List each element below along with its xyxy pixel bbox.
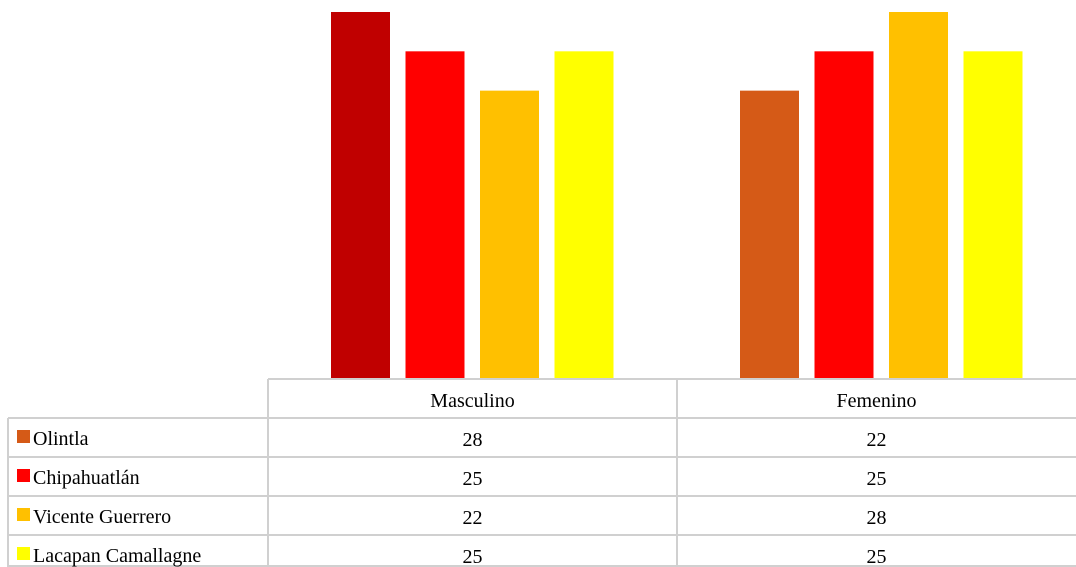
tick-label-masculino: Masculino xyxy=(430,390,514,412)
bars-group xyxy=(331,12,1023,380)
bar-olintla-femenino xyxy=(740,90,799,380)
legend-label-lacapan-camallagne: Lacapan Camallagne xyxy=(33,545,201,567)
data-label-chipahuatln-masculino: 25 xyxy=(463,468,483,490)
legend-key-vicente-guerrero xyxy=(17,508,30,521)
legend-key-olintla xyxy=(17,430,30,443)
bar-lacapan-camallagne-femenino xyxy=(963,51,1023,379)
legend-key-lacapan-camallagne xyxy=(17,547,30,560)
data-label-vicente-guerrero-femenino: 28 xyxy=(867,507,887,529)
bar-olintla-masculino xyxy=(331,12,390,379)
legend-key-chipahuatln xyxy=(17,469,30,482)
data-label-chipahuatln-femenino: 25 xyxy=(867,468,887,490)
bar-lacapan-camallagne-masculino xyxy=(554,51,614,379)
legend-label-chipahuatln: Chipahuatlán xyxy=(33,467,140,489)
bar-chipahuatln-masculino xyxy=(405,51,465,379)
tick-label-femenino: Femenino xyxy=(837,390,917,412)
bar-chipahuatln-femenino xyxy=(814,51,874,379)
data-label-vicente-guerrero-masculino: 22 xyxy=(463,507,483,529)
data-label-lacapan-camallagne-femenino: 25 xyxy=(867,546,887,567)
data-table: Masculino Femenino Olintla 28 22 Chipahuatlán… xyxy=(7,378,1076,567)
bar-vicente-guerrero-masculino xyxy=(480,90,539,380)
legend-label-olintla: Olintla xyxy=(33,428,89,450)
data-label-olintla-femenino: 22 xyxy=(867,429,887,451)
bar-vicente-guerrero-femenino xyxy=(889,12,948,379)
data-label-olintla-masculino: 28 xyxy=(463,429,483,451)
legend-label-vicente-guerrero: Vicente Guerrero xyxy=(33,506,171,528)
data-label-lacapan-camallagne-masculino: 25 xyxy=(463,546,483,567)
